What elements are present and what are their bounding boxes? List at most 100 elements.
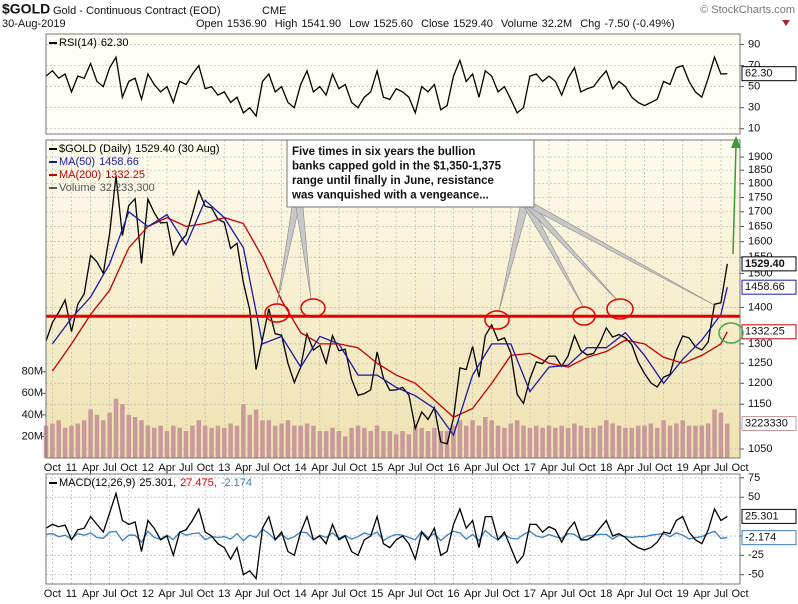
x-tick-label: 12 [142, 588, 154, 600]
legend-entry: MACD(12,26,9) 25.301, 27.475, -2.174 [59, 477, 252, 489]
legend-entry: Volume 32,233,300 [59, 182, 155, 194]
x-tick-label: Apr [388, 462, 405, 474]
volume-bar [667, 425, 673, 458]
menu-arrow [782, 20, 790, 26]
panel-border [45, 33, 741, 135]
quote-label: High [275, 18, 298, 30]
panel-background [46, 34, 740, 134]
x-tick-label: Oct [44, 462, 61, 474]
volume-bar [50, 423, 55, 458]
volume-bar [540, 427, 545, 458]
y-tick-label: 50 [748, 81, 760, 93]
highlight-circle [572, 306, 596, 326]
volume-bar [635, 425, 641, 458]
volume-bar [483, 417, 488, 458]
x-tick-label: 13 [218, 588, 230, 600]
y-tick-label: 1750 [748, 191, 772, 203]
volume-bar [419, 427, 424, 458]
volume-bar [457, 420, 463, 458]
x-tick-label: 19 [677, 588, 689, 600]
x-tick-label: Oct [502, 588, 519, 600]
last-value-label: 1332.25 [745, 326, 785, 338]
legend-text: -2.174 [221, 477, 252, 489]
x-tick-label: Oct [655, 588, 672, 600]
last-value-label: 3223330 [745, 417, 788, 429]
volume-bar [381, 431, 386, 458]
volume-bar [171, 425, 176, 458]
x-tick-label: Oct [197, 588, 214, 600]
volume-bar [266, 420, 272, 458]
volume-bar [654, 427, 660, 458]
x-tick-label: Apr [693, 462, 710, 474]
volume-bar [62, 427, 68, 458]
volume-bar [502, 427, 507, 458]
legend-text: 62.30 [101, 37, 129, 49]
quote-label: Low [349, 18, 369, 30]
y-tick-label: 30 [748, 102, 760, 114]
x-tick-label: Apr [464, 462, 481, 474]
y2-tick-label: 60M [22, 387, 43, 399]
date: 30-Aug-2019 [2, 18, 66, 30]
volume-bar [247, 414, 252, 458]
callout-text: was vanquished with a vengeance... [291, 190, 489, 202]
volume-bar [126, 414, 132, 458]
breakout-circle [718, 322, 744, 344]
legend-text: MA(200) [59, 169, 101, 181]
x-tick-label: Apr [82, 462, 99, 474]
volume-bar [120, 404, 125, 458]
legend-text: 27.475, [180, 477, 217, 489]
x-tick-label: Apr [617, 588, 634, 600]
x-tick-label: 14 [295, 462, 307, 474]
x-tick-label: Oct [426, 588, 443, 600]
x-tick-label: Oct [44, 588, 61, 600]
callout-text: banks capped gold in the $1,350-1,375 [292, 161, 502, 173]
y-tick-label: 1700 [748, 206, 772, 218]
last-value-label: 62.30 [745, 68, 773, 80]
volume-bar [215, 425, 221, 458]
volume-bar [406, 434, 412, 458]
volume-bar [151, 427, 157, 458]
y-tick-label: -50 [748, 569, 764, 581]
last-value-box [741, 324, 797, 340]
volume-bar [521, 425, 526, 458]
volume-bar [330, 427, 335, 458]
volume-bar [476, 425, 482, 458]
volume-bar [113, 398, 119, 458]
x-tick-label: Jul [255, 462, 269, 474]
callout: Five times in six years the bullion banks… [286, 139, 535, 208]
volume-bar [705, 423, 711, 458]
y2-tick-label: 40M [22, 409, 43, 421]
volume-bar [279, 423, 284, 458]
quote-value: 1541.90 [301, 18, 341, 30]
series-line [51, 199, 728, 437]
x-tick-label: Oct [197, 462, 214, 474]
volume-bar [425, 431, 431, 458]
last-value-box [741, 416, 797, 432]
x-tick-label: Jul [103, 588, 117, 600]
last-value-box [741, 530, 797, 546]
x-tick-label: Oct [655, 462, 672, 474]
y-tick-label: 1050 [748, 443, 772, 455]
volume-bar [323, 431, 329, 458]
x-tick-label: Apr [158, 588, 175, 600]
breakout-arrow [732, 145, 737, 255]
x-tick-label: Apr [388, 588, 405, 600]
y-tick-label: 1250 [748, 357, 772, 369]
volume-bar [553, 427, 558, 458]
volume-bar [241, 404, 246, 458]
volume-bar [623, 427, 628, 458]
x-tick-label: Apr [693, 588, 710, 600]
x-tick-label: Apr [540, 462, 557, 474]
volume-bar [680, 420, 685, 458]
volume-bar [190, 425, 195, 458]
last-value-label: -2.174 [745, 532, 776, 544]
y-tick-label: 90 [748, 38, 760, 50]
x-tick-label: Oct [273, 462, 290, 474]
volume-bar [222, 427, 227, 458]
volume-bar [349, 427, 354, 458]
x-tick-label: Jul [255, 588, 269, 600]
volume-bar [495, 425, 501, 458]
x-tick-label: Jul [408, 462, 422, 474]
x-tick-label: Oct [349, 462, 366, 474]
volume-bar [674, 423, 679, 458]
